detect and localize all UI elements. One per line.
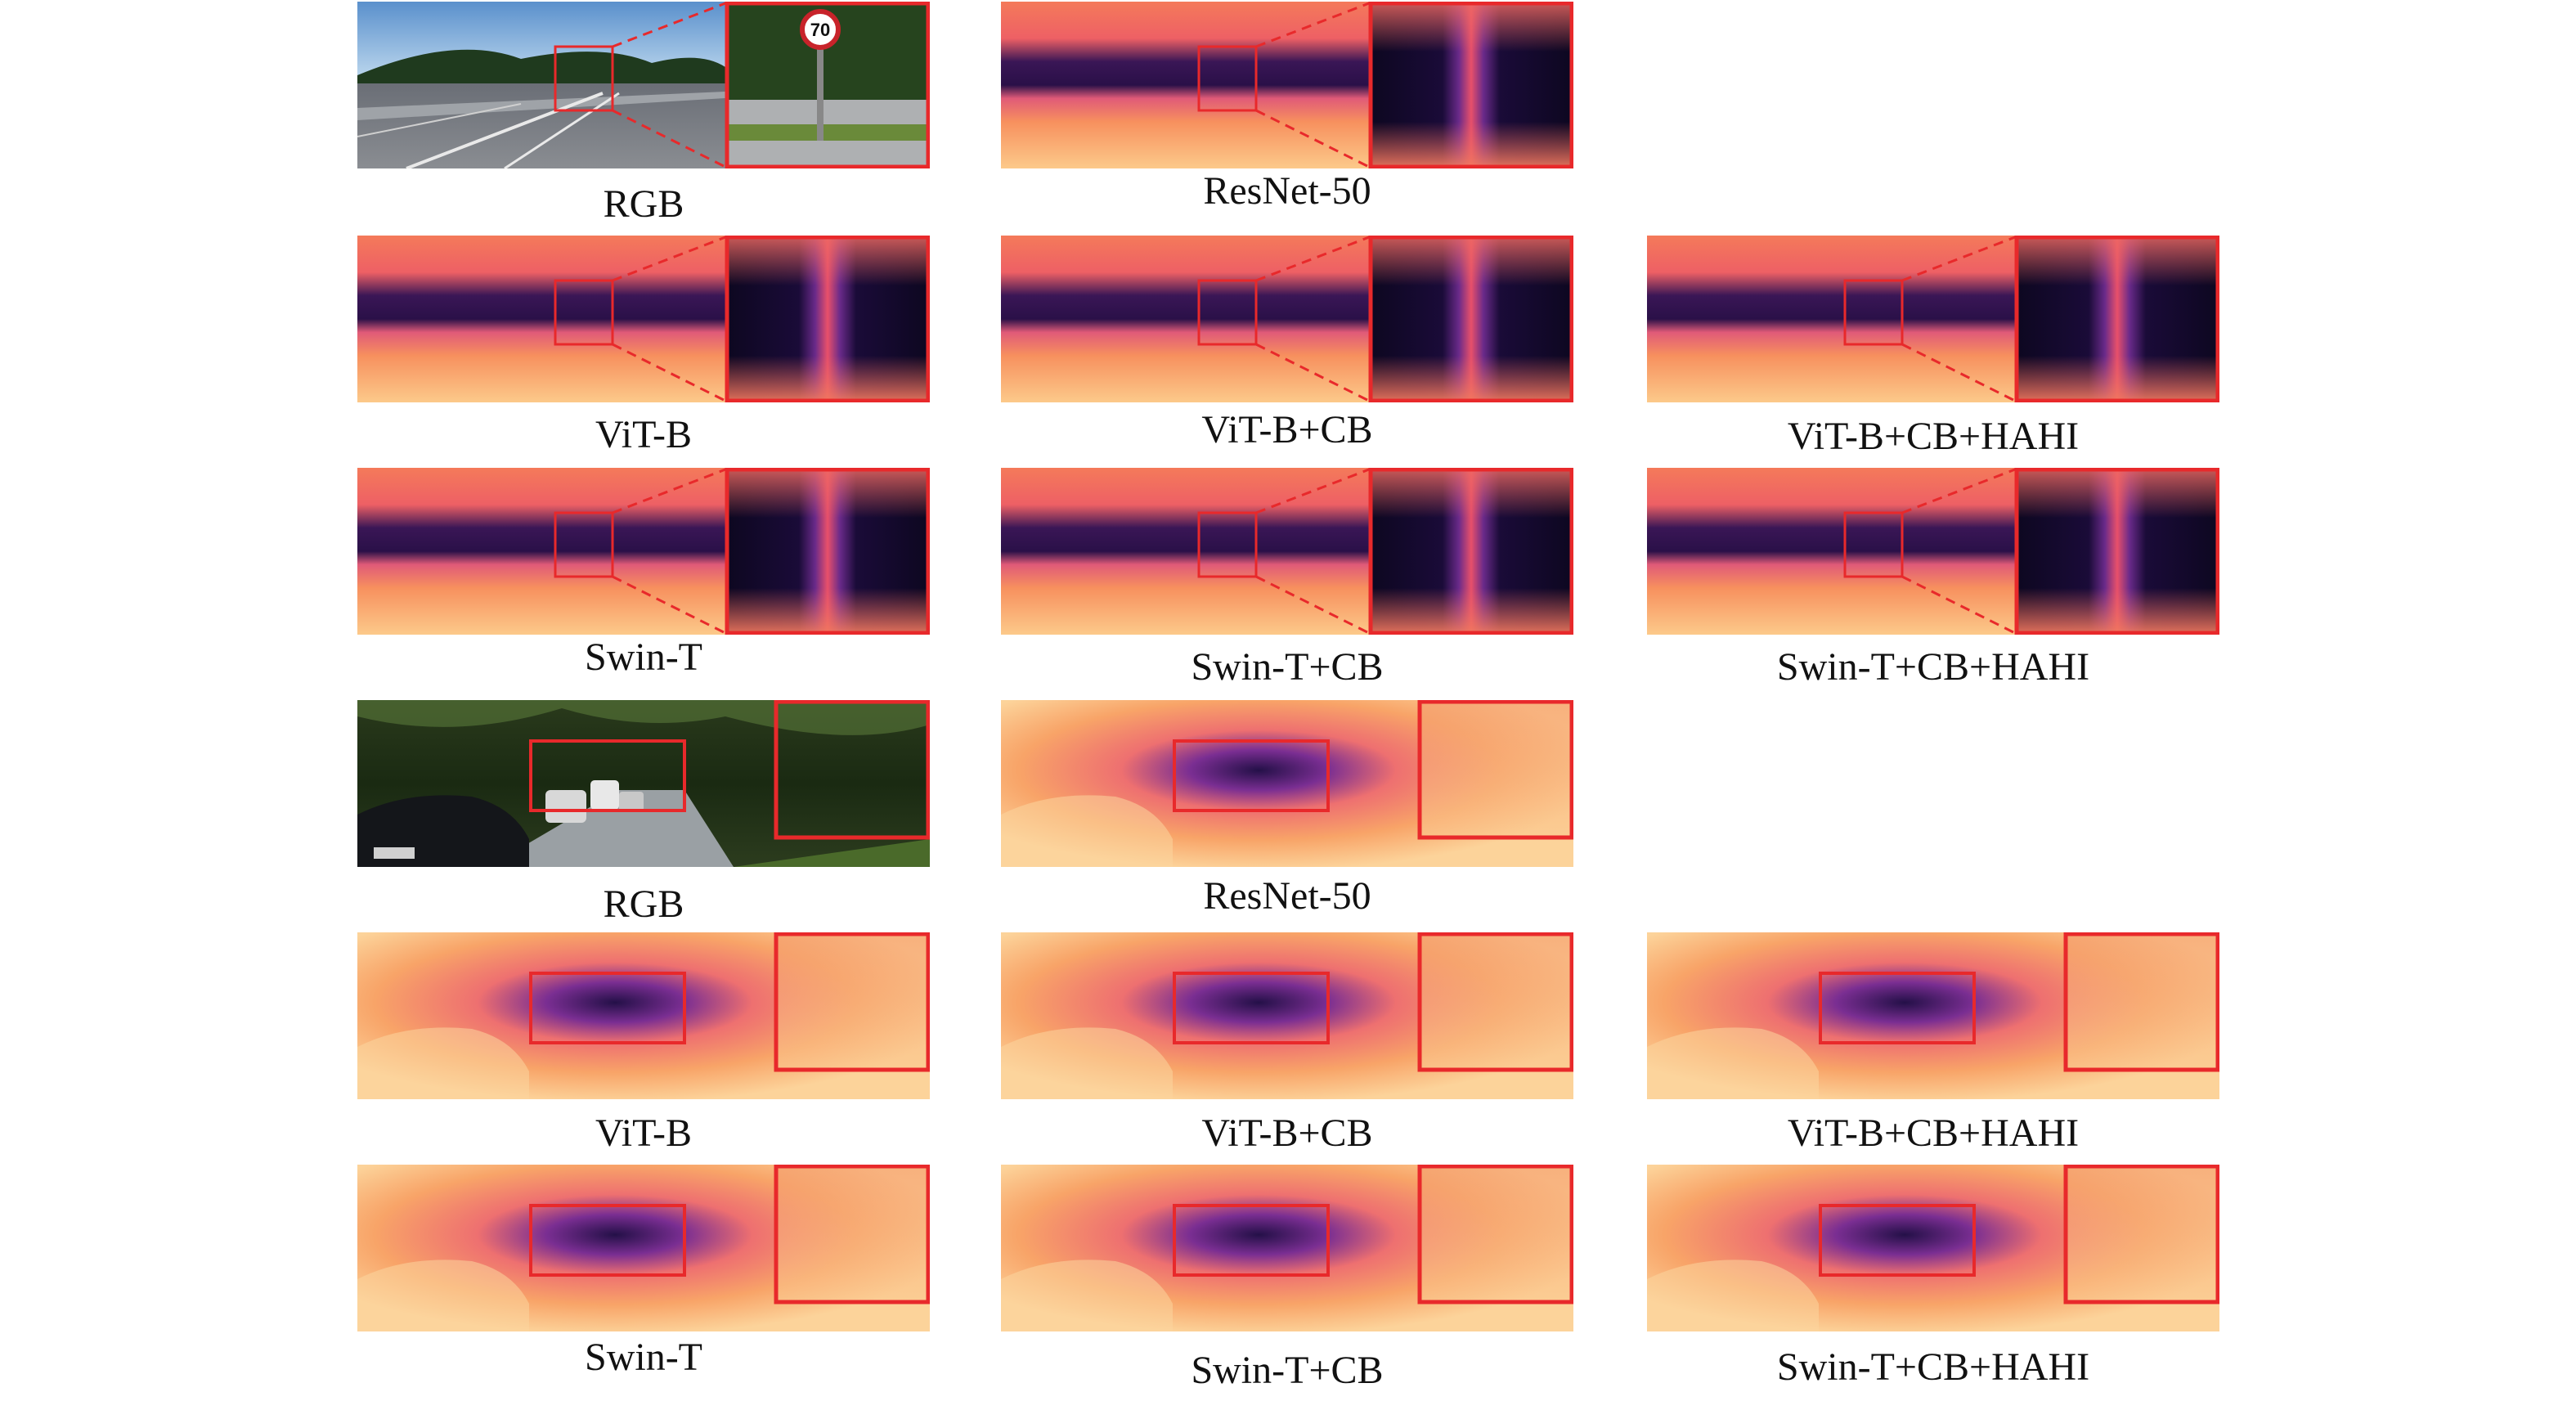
panel-a-swint [357,468,930,635]
panel-b-swint [357,1165,930,1331]
rgb-image [357,700,930,867]
panel-b-swint-cb [1001,1165,1573,1331]
caption-b-swint-cb: Swin-T+CB [1191,1349,1384,1392]
panel-a-rgb: 70 [357,2,930,168]
panel-b-swint-cb-hahi [1647,1165,2219,1331]
caption-a-vitb: ViT-B [595,413,693,456]
caption-b-vitb-cb: ViT-B+CB [1201,1111,1373,1155]
rgb-image: 70 [357,2,930,168]
panel-b-vitb-cb [1001,932,1573,1099]
caption-a-swint: Swin-T [585,635,702,679]
caption-a-swint-cb-hahi: Swin-T+CB+HAHI [1776,645,2090,689]
panel-a-vitb-cb [1001,236,1573,402]
panel-b-vitb-cb-hahi [1647,932,2219,1099]
panel-b-rgb [357,700,930,867]
panel-a-swint-cb [1001,468,1573,635]
caption-b-vitb: ViT-B [595,1111,693,1155]
caption-b-resnet50: ResNet-50 [1203,874,1371,918]
panel-b-resnet50 [1001,700,1573,867]
caption-a-rgb: RGB [603,182,684,226]
panel-a-vitb-cb-hahi [1647,236,2219,402]
caption-b-rgb: RGB [603,882,684,926]
caption-a-vitb-cb: ViT-B+CB [1201,408,1373,451]
caption-b-swint: Swin-T [585,1336,702,1379]
panel-a-swint-cb-hahi [1647,468,2219,635]
svg-text:70: 70 [810,20,830,40]
panel-b-vitb [357,932,930,1099]
panel-a-vitb [357,236,930,402]
panel-a-resnet50 [1001,2,1573,168]
caption-a-resnet50: ResNet-50 [1203,169,1371,213]
caption-b-vitb-cb-hahi: ViT-B+CB+HAHI [1787,1111,2080,1155]
caption-a-vitb-cb-hahi: ViT-B+CB+HAHI [1787,415,2080,458]
caption-b-swint-cb-hahi: Swin-T+CB+HAHI [1776,1345,2090,1389]
caption-a-swint-cb: Swin-T+CB [1191,645,1384,689]
